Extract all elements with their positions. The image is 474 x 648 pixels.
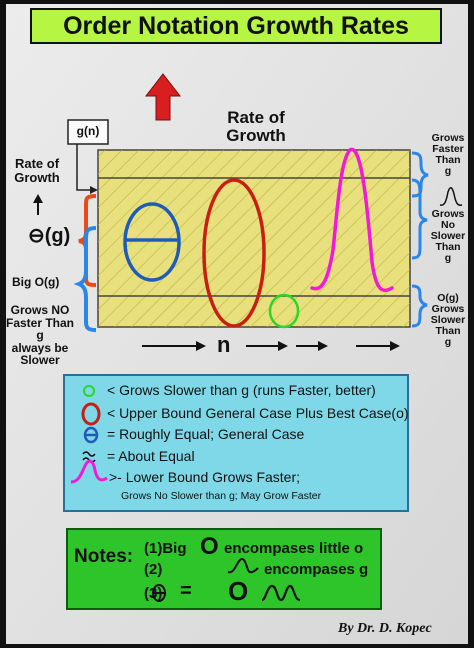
omega-curve [310, 147, 394, 293]
magenta-curve-icon [70, 459, 108, 484]
o-g-line5: g [444, 336, 452, 349]
grows-faster-label: Grows Faster Than g [424, 132, 472, 178]
legend-item-3: = Roughly Equal; General Case [107, 426, 305, 442]
theta-g-label: ⊖(g) [28, 225, 71, 247]
grows-faster-line4: g [444, 165, 452, 178]
n-arrow-1 [196, 341, 206, 351]
page-title: Order Notation Growth Rates [63, 11, 409, 40]
notes-icons [152, 558, 301, 602]
grows-no-faster-line1: Grows NO [10, 303, 70, 317]
legend-subnote: Grows No Slower than g; May Grow Faster [121, 490, 322, 502]
o-g-line1: O(g) [437, 292, 459, 304]
rate-of-growth-top-line1: Rate of [227, 108, 285, 127]
theta-ellipse [123, 202, 181, 282]
grows-faster-line3: Than [435, 154, 461, 167]
grows-no-slower-line4: Than [435, 241, 461, 254]
legend-box: < Grows Slower than g (runs Faster, bett… [63, 374, 409, 512]
big-o-brace [73, 226, 97, 332]
legend-item-2: < Upper Bound General Case Plus Best Cas… [107, 405, 409, 421]
title-bar: Order Notation Growth Rates [30, 8, 442, 44]
always-be-slower-line1: always be [11, 340, 69, 355]
notes-line3-equals: = [180, 580, 192, 602]
legend-item-5: >- Lower Bound Grows Faster; [109, 469, 301, 485]
gn-label: g(n) [76, 124, 100, 138]
o-g-label: O(g) Grows Slower Than g [424, 292, 472, 349]
notes-line1-big-o: O [200, 533, 219, 560]
big-o-ellipse [202, 178, 266, 328]
up-arrow-icon [144, 73, 182, 121]
grows-no-slower-line3: Slower [430, 230, 466, 243]
n-arrow-4 [390, 341, 400, 351]
grows-faster-line2: Faster [432, 143, 464, 156]
grows-no-faster-line2: Faster Than [5, 315, 74, 330]
small-omega-icon [439, 187, 463, 206]
signature: By Dr. D. Kopec [338, 621, 432, 636]
left-up-arrow-icon [33, 194, 43, 203]
rate-of-growth-top: Rate of Growth [208, 109, 304, 145]
rate-of-growth-top-line2: Growth [226, 125, 286, 145]
notes-line2-suffix: encompases g [264, 561, 369, 578]
o-g-line3: Slower [430, 314, 466, 327]
notes-box: Notes: (1)Big O encompases little o (2) … [66, 528, 382, 610]
rate-of-growth-left: Rate of Growth [4, 157, 70, 184]
n-arrow-2 [278, 341, 288, 351]
grows-no-faster-label: Grows NO Faster Than g always be Slower [2, 304, 78, 367]
rate-of-growth-left-line2: Growth [14, 169, 60, 185]
notes-label: Notes: [74, 546, 134, 567]
legend-item-4: = About Equal [107, 448, 195, 464]
gn-pointer-line [76, 144, 96, 191]
rate-of-growth-left-line1: Rate of [14, 156, 60, 171]
notes-omega-icon [227, 558, 259, 574]
grows-no-slower-label: Grows No Slower Than g [424, 208, 472, 265]
legend-item-1: < Grows Slower than g (runs Faster, bett… [107, 382, 376, 398]
notes-line2-prefix: (2) [144, 561, 163, 578]
green-circle-icon [83, 385, 95, 397]
grows-no-slower-line1: Grows [431, 208, 465, 220]
gn-box [67, 119, 109, 145]
o-g-brace [411, 284, 428, 328]
notes-line1-suffix: encompases little o [224, 540, 364, 557]
no-slower-brace [411, 178, 428, 260]
grows-no-slower-line2: No [441, 219, 455, 232]
red-ellipse-icon [81, 402, 101, 426]
o-g-line2: Grows [431, 303, 465, 316]
theta-brace [78, 194, 97, 287]
little-o-circle [268, 293, 300, 329]
notes-line3-big-o: O [228, 576, 249, 606]
always-be-slower-line2: Slower [20, 353, 60, 368]
grows-no-faster-line3: g [36, 328, 44, 343]
big-o-g-label: Big O(g) [12, 275, 60, 289]
notes-line3-prefix: (3) [144, 585, 163, 602]
legend-icons [70, 385, 108, 484]
grows-faster-line1: Grows [431, 132, 465, 144]
notes-wave-icon [261, 584, 301, 602]
n-arrow-3 [318, 341, 328, 351]
grows-no-slower-line5: g [444, 252, 452, 265]
notes-line1-prefix: (1)Big [144, 540, 187, 557]
n-label: n [217, 332, 231, 357]
o-g-line4: Than [435, 325, 461, 338]
